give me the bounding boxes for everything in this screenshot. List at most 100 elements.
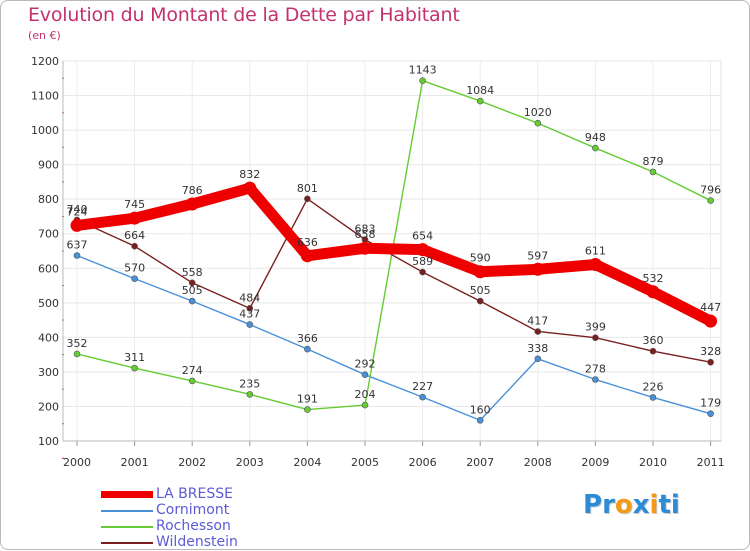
data-point [534,119,542,127]
data-point [188,377,196,385]
data-label: 654 [412,230,433,243]
data-point [304,195,311,203]
data-point [707,358,714,366]
data-label: 179 [700,397,721,410]
chart-title: Evolution du Montant de la Dette par Hab… [28,4,460,26]
data-label: 683 [355,223,376,236]
data-point [131,275,138,282]
data-label: 558 [182,266,203,279]
logo-letter: o [614,490,633,520]
data-point [246,305,254,312]
data-point [73,350,81,358]
legend-swatch [101,526,153,528]
data-point [131,364,138,372]
data-label: 292 [355,358,376,371]
data-label: 597 [527,249,548,262]
y-tick-label: 300 [38,366,59,379]
data-point [476,97,484,105]
data-point [531,262,545,276]
data-label: 589 [412,255,433,268]
legend-label: Cornimont [156,502,230,518]
y-tick-label: 500 [38,297,59,310]
data-point [649,168,657,176]
data-point [592,334,599,342]
data-point [416,243,430,257]
data-point [707,197,714,204]
data-point [131,242,138,250]
data-label: 636 [297,236,318,249]
data-point [704,314,718,328]
x-tick-label: 2004 [293,456,321,469]
series-line-la-bresse [71,182,717,327]
data-point [534,328,542,335]
data-label: 796 [700,184,721,197]
legend-swatch [101,542,153,544]
x-tick-label: 2000 [63,456,91,469]
data-point [592,144,599,152]
y-tick-label: 700 [38,228,59,241]
data-point [419,77,426,84]
data-label: 611 [585,244,606,257]
data-label: 570 [124,262,145,275]
data-point [300,249,314,263]
data-label: 360 [643,334,664,347]
data-point [246,321,254,328]
x-tick-label: 2007 [466,456,494,469]
data-point [473,265,487,279]
legend-label: Wildenstein [156,534,238,550]
data-label: 664 [124,229,145,242]
data-label: 745 [124,198,145,211]
logo-letter: x [632,490,650,520]
data-label: 786 [182,184,203,197]
data-point [188,297,196,305]
data-label: 278 [585,363,606,376]
logo-letter: i [649,490,659,520]
y-tick-label: 600 [38,262,59,275]
data-label: 948 [585,131,606,144]
chart-subtitle: (en €) [28,29,61,42]
y-tick-label: 1000 [31,124,59,137]
data-point [128,211,142,225]
data-label: 1143 [409,64,437,77]
data-point [534,355,542,363]
data-label: 1020 [524,106,552,119]
series-line-cornimont [76,254,712,421]
x-tick-label: 2002 [178,456,206,469]
data-labels: 637 570 505 437 366 292 227 160 338 278 226 179 352 3… [67,64,722,417]
logo-letter: t [658,490,671,520]
data-label: 658 [355,228,376,241]
data-label: 879 [643,155,664,168]
data-label: 505 [182,284,203,297]
data-point [246,391,254,398]
data-label: 399 [585,321,606,334]
data-label: 447 [700,301,721,314]
data-point [588,257,602,271]
data-point [649,394,657,401]
y-tick-label: 200 [38,400,59,413]
axes: 100 200 300 400 500 600 700 800 900 1000 1100 1200 2… [31,55,725,469]
data-label: 274 [182,364,203,377]
legend-item: Wildenstein [101,534,321,550]
data-point [476,416,484,424]
x-tick-label: 2005 [351,456,379,469]
data-point [592,376,599,383]
data-label: 505 [470,284,491,297]
data-label: 740 [67,203,88,216]
data-point [243,181,257,195]
x-tick-label: 2003 [236,456,264,469]
data-label: 437 [239,308,260,321]
data-label: 235 [239,377,260,390]
legend-label: LA BRESSE [156,486,233,502]
data-point [419,268,426,276]
data-point [419,393,426,401]
x-tick-label: 2010 [639,456,667,469]
y-tick-label: 900 [38,159,59,172]
series-line-wildenstein [76,198,712,363]
data-label: 637 [67,238,88,251]
data-point [358,241,372,255]
data-label: 328 [700,345,721,358]
data-point [707,410,714,418]
data-point [646,285,660,299]
data-label: 226 [643,380,664,393]
